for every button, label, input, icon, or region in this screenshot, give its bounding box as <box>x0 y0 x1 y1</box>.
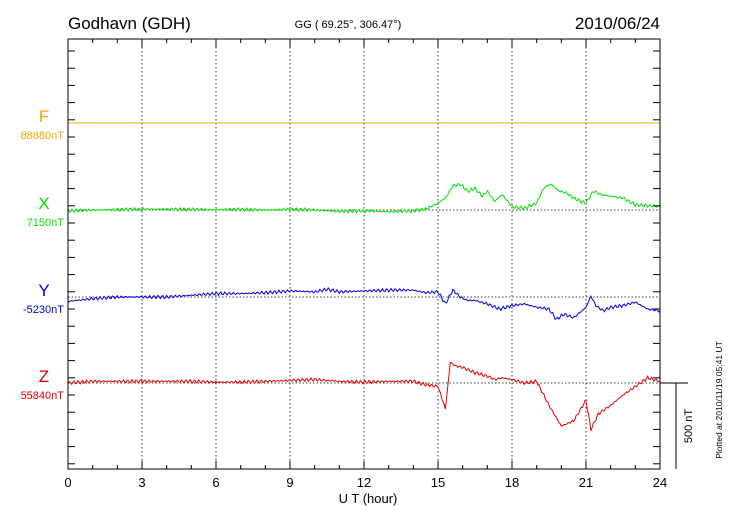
x-tick-labels: 0 3 6 9 12 15 18 21 24 <box>64 475 667 490</box>
chart-date: 2010/06/24 <box>575 14 660 33</box>
grid-lines <box>141 39 587 469</box>
series-name-z: Z <box>39 367 49 386</box>
x-tick-label: 3 <box>138 475 145 490</box>
series-name-f: F <box>39 107 49 126</box>
series-name-y: Y <box>38 281 49 300</box>
series-name-x: X <box>38 194 49 213</box>
x-tick-label: 9 <box>286 475 293 490</box>
series-line-x <box>67 183 661 214</box>
series-line-y <box>67 286 661 321</box>
x-axis-label: U T (hour) <box>339 491 398 506</box>
plotted-note: Plotted at 2010/11/19 05:41 UT <box>714 341 724 459</box>
series-baseline-label-y: -5230nT <box>23 304 64 316</box>
x-tick-label: 6 <box>212 475 219 490</box>
scale-bar: 500 nT <box>660 382 695 469</box>
x-tick-label: 24 <box>653 475 667 490</box>
x-tick-label: 21 <box>579 475 593 490</box>
chart-title: Godhavn (GDH) <box>68 14 191 33</box>
series-baseline-label-z: 55840nT <box>21 390 65 402</box>
series-line-z <box>67 362 661 432</box>
x-tick-label: 0 <box>64 475 71 490</box>
series-labels: F 88880nT X 7150nT Y -5230nT Z 55840nT <box>21 107 65 402</box>
chart-subtitle: GG ( 69.25°, 306.47°) <box>295 19 402 31</box>
series-lines <box>67 122 661 432</box>
series-baseline-label-x: 7150nT <box>27 217 65 229</box>
x-tick-label: 18 <box>505 475 519 490</box>
axis-ticks <box>67 39 661 469</box>
scale-bar-label: 500 nT <box>683 409 695 444</box>
x-tick-label: 12 <box>357 475 371 490</box>
x-tick-label: 15 <box>431 475 445 490</box>
series-baseline-label-f: 88880nT <box>21 130 65 142</box>
